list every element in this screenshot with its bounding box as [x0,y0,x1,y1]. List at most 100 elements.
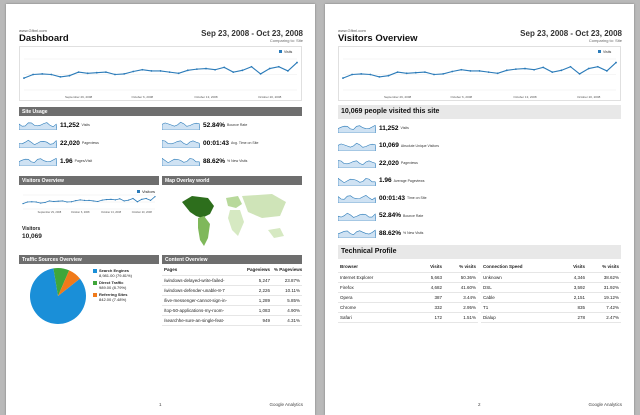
data-point [433,73,435,76]
table-row: Chrome 332 2.95% [338,302,478,313]
table-cell: 949 [242,315,272,326]
table-cell: 332 [410,302,444,313]
page-title: Visitors Overview [338,33,418,44]
metric-label: % New Visits [403,231,424,235]
sparkline-path [162,140,200,148]
table-cell: 4,346 [553,272,587,283]
page-title: Dashboard [19,33,69,44]
data-point [606,70,608,72]
visitors-value: 10,069 [22,233,42,240]
visitors-mini-chart: Visitors September 29, 2008 October 6, 20… [19,187,159,217]
pie-slice-referring-sites [58,270,80,296]
data-point [177,72,180,75]
sparkline [338,142,376,151]
legend-swatch [93,292,97,297]
data-point [141,198,143,200]
metric-label: % New Visits [227,159,248,163]
map-overlay-header: Map Overlay world [162,176,302,185]
sparkline-path [19,139,57,148]
table-cell: 278 [553,312,587,323]
metric-value: 11,252 [60,121,80,129]
table-cell: /windows-delayed-write-failed- [162,275,242,286]
table-row: DSL 3,592 31.92% [481,282,621,293]
data-point [186,69,189,72]
sparkline-path [162,157,200,166]
legend-name: Direct Traffic [99,280,124,285]
data-point [31,201,33,203]
data-point [214,68,217,71]
comparing-label: Comparing to: Site [269,38,303,43]
sparkline-path [162,121,200,130]
data-point [123,200,125,202]
visitors-label: Visitors [22,226,41,232]
x-tick-label: October 6, 2008 [132,95,154,99]
data-point [505,69,508,72]
table-cell: 2.95% [444,302,478,313]
data-point [123,73,125,75]
metric-value: 00:01:43 [379,194,406,202]
site-usage-header: Site Usage [19,107,302,116]
table-row: /windows-delayed-write-failed- 5,247 23.87… [162,275,302,286]
page-number: 2 [478,402,481,407]
table-row: Dialup 278 2.47% [481,312,621,323]
data-point [442,73,444,75]
data-point [88,199,90,201]
data-point [57,200,59,202]
table-cell: 38.62% [587,272,621,283]
metric-row: 88.62%% New Visits [338,228,423,238]
table-row: T1 835 7.42% [481,302,621,313]
table-cell: 1.51% [444,312,478,323]
sparkline [162,121,200,130]
sparkline [338,177,376,186]
data-point [424,71,426,74]
sparkline [338,160,376,168]
data-point [496,72,499,75]
col-header: Visits [410,262,444,273]
table-cell: 4.31% [272,315,302,326]
metric-row: 1.96 Pages/Visit [19,156,92,166]
legend-swatch [93,268,97,273]
traffic-sources-header: Traffic Sources Overview [19,255,159,264]
data-point [587,67,590,70]
data-point [41,73,44,75]
pie-slice-search-engines [30,268,86,324]
sparkline-path [19,157,57,166]
table-cell: Safari [338,312,410,323]
data-point [159,70,162,72]
data-point [524,67,526,70]
table-cell: /searchhe-sure-an-single-feat- [162,315,242,326]
page-number: 1 [159,402,162,407]
metric-label: Avg. Time on Site [231,141,259,145]
table-cell: 10.11% [272,285,302,296]
legend-direct-traffic: Direct Traffic 989.00 (8.79%) [93,280,157,290]
data-point [110,198,112,200]
col-header: Connection Speed [481,262,553,273]
footer-brand: Google Analytics [269,402,303,407]
data-point [145,197,147,200]
data-point [615,61,617,64]
metric-value: 1.96 [60,157,73,165]
table-cell: 2,226 [242,285,272,296]
data-point [533,68,535,71]
data-point [569,65,572,68]
data-point [405,72,408,75]
data-point [223,66,226,69]
data-point [515,68,517,71]
data-point [32,73,34,76]
visitors-mini-chart-svg: September 29, 2008 October 6, 2008 October… [22,194,156,214]
table-row: Opera 387 3.44% [338,292,478,303]
report-page-2: www.Gfbnl.com Visitors Overview Sep 23, … [325,4,634,415]
data-point [50,73,53,76]
footer-brand: Google Analytics [588,402,622,407]
visits-chart-svg: September 29, 2008 October 6, 2008 October… [342,50,617,99]
data-point [75,200,77,202]
data-point [26,201,28,203]
data-point [40,202,42,204]
metric-label: Visits [400,126,409,130]
data-point [106,198,108,201]
table-cell: T1 [481,302,553,313]
data-point [351,73,353,76]
data-point [296,61,298,64]
table-cell: 1,289 [242,295,272,306]
x-tick-label: October 13, 2008 [194,95,218,99]
